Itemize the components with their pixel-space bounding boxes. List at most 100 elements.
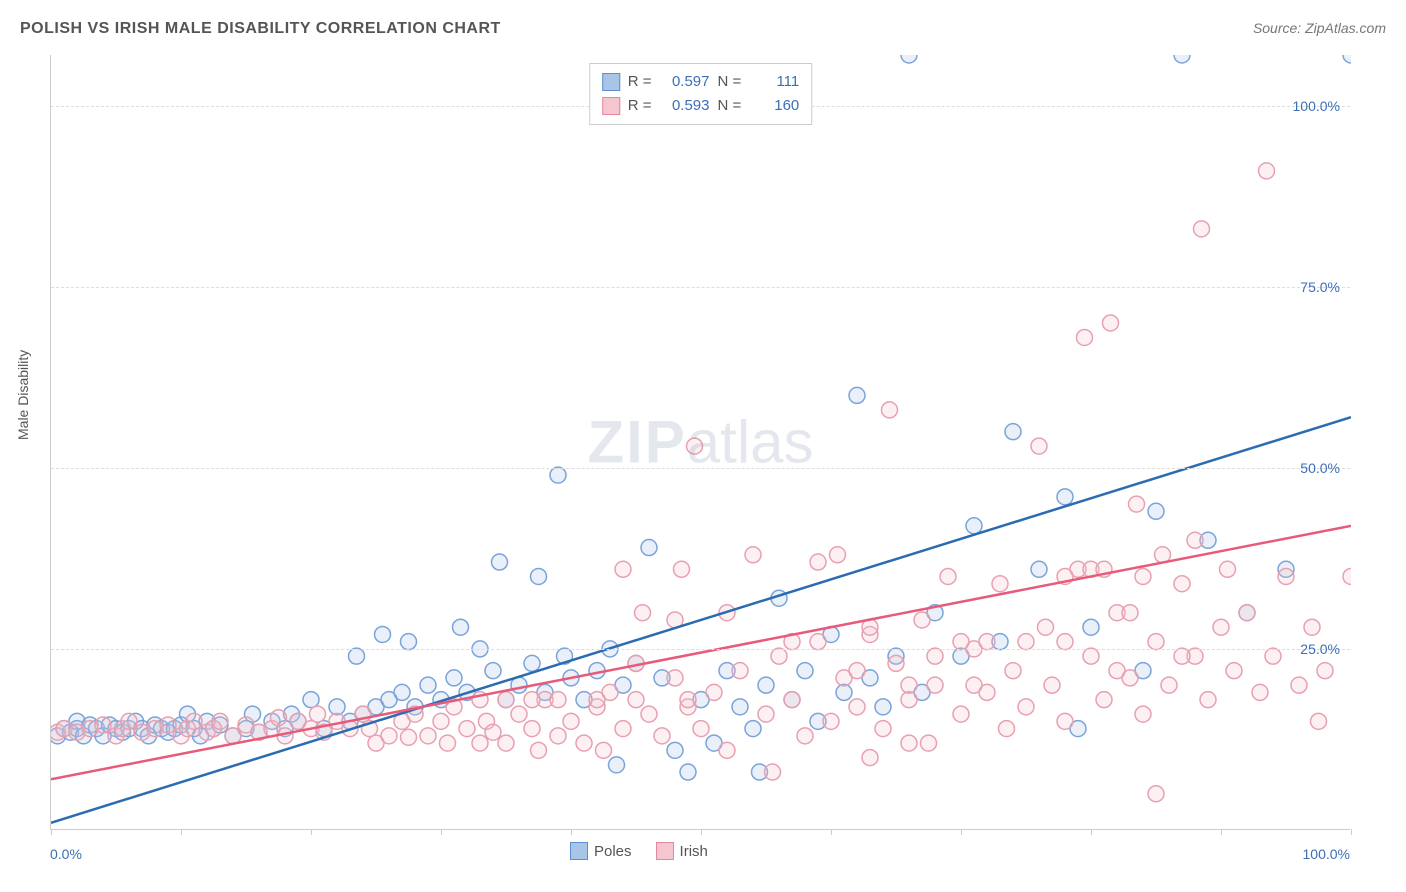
chart-container: POLISH VS IRISH MALE DISABILITY CORRELAT… (0, 0, 1406, 892)
data-point (1057, 489, 1073, 505)
data-point (999, 721, 1015, 737)
data-point (401, 729, 417, 745)
data-point (1226, 663, 1242, 679)
data-point (329, 699, 345, 715)
x-tick-label-min: 0.0% (50, 846, 82, 862)
y-axis-label: Male Disability (15, 350, 31, 440)
data-point (1103, 315, 1119, 331)
chart-title: POLISH VS IRISH MALE DISABILITY CORRELAT… (20, 20, 501, 38)
data-point (1148, 786, 1164, 802)
data-point (1135, 568, 1151, 584)
gridline (51, 649, 1350, 650)
data-point (1200, 692, 1216, 708)
data-point (524, 655, 540, 671)
data-point (771, 648, 787, 664)
data-point (758, 706, 774, 722)
x-tick-label-max: 100.0% (1303, 846, 1350, 862)
data-point (1005, 424, 1021, 440)
data-point (719, 742, 735, 758)
x-tick (441, 829, 442, 835)
data-point (901, 55, 917, 63)
data-point (667, 742, 683, 758)
data-point (524, 692, 540, 708)
data-point (186, 713, 202, 729)
data-point (349, 648, 365, 664)
data-point (1291, 677, 1307, 693)
data-point (492, 554, 508, 570)
data-point (667, 670, 683, 686)
n-label: N = (718, 70, 742, 94)
data-point (1252, 684, 1268, 700)
data-point (459, 721, 475, 737)
x-tick (1091, 829, 1092, 835)
data-point (940, 568, 956, 584)
data-point (641, 706, 657, 722)
source-name: ZipAtlas.com (1305, 20, 1386, 36)
data-point (303, 692, 319, 708)
data-point (420, 728, 436, 744)
data-point (1096, 692, 1112, 708)
data-point (212, 713, 228, 729)
data-point (576, 735, 592, 751)
data-point (628, 692, 644, 708)
r-value-poles: 0.597 (660, 70, 710, 94)
data-point (914, 612, 930, 628)
data-point (1187, 532, 1203, 548)
data-point (706, 684, 722, 700)
data-point (674, 561, 690, 577)
x-tick (181, 829, 182, 835)
data-point (1109, 663, 1125, 679)
data-point (531, 568, 547, 584)
data-point (563, 713, 579, 729)
source-prefix: Source: (1253, 20, 1305, 36)
x-tick (1351, 829, 1352, 835)
data-point (966, 677, 982, 693)
data-point (609, 757, 625, 773)
data-point (784, 692, 800, 708)
gridline (51, 468, 1350, 469)
data-point (1018, 699, 1034, 715)
x-tick (831, 829, 832, 835)
data-point (849, 387, 865, 403)
data-point (531, 742, 547, 758)
data-point (1031, 561, 1047, 577)
data-point (1044, 677, 1060, 693)
trend-line (51, 417, 1351, 823)
x-tick (961, 829, 962, 835)
data-point (1239, 605, 1255, 621)
data-point (1031, 438, 1047, 454)
data-point (823, 713, 839, 729)
data-point (1005, 663, 1021, 679)
data-point (615, 721, 631, 737)
data-point (732, 699, 748, 715)
data-point (680, 764, 696, 780)
data-point (758, 677, 774, 693)
x-tick (701, 829, 702, 835)
x-tick (51, 829, 52, 835)
data-point (433, 713, 449, 729)
data-point (1194, 221, 1210, 237)
data-point (1317, 663, 1333, 679)
data-point (921, 735, 937, 751)
data-point (381, 728, 397, 744)
data-point (271, 710, 287, 726)
data-point (1174, 576, 1190, 592)
data-point (550, 692, 566, 708)
data-point (1129, 496, 1145, 512)
y-tick-label: 50.0% (1300, 460, 1340, 476)
data-point (420, 677, 436, 693)
data-point (693, 721, 709, 737)
data-point (446, 670, 462, 686)
swatch-irish-bottom (656, 842, 674, 860)
data-point (901, 692, 917, 708)
data-point (1343, 568, 1351, 584)
data-point (550, 728, 566, 744)
data-point (732, 663, 748, 679)
data-point (849, 663, 865, 679)
trend-line (51, 526, 1351, 780)
data-point (680, 692, 696, 708)
data-point (1148, 634, 1164, 650)
data-point (550, 467, 566, 483)
data-point (1018, 634, 1034, 650)
data-point (888, 655, 904, 671)
